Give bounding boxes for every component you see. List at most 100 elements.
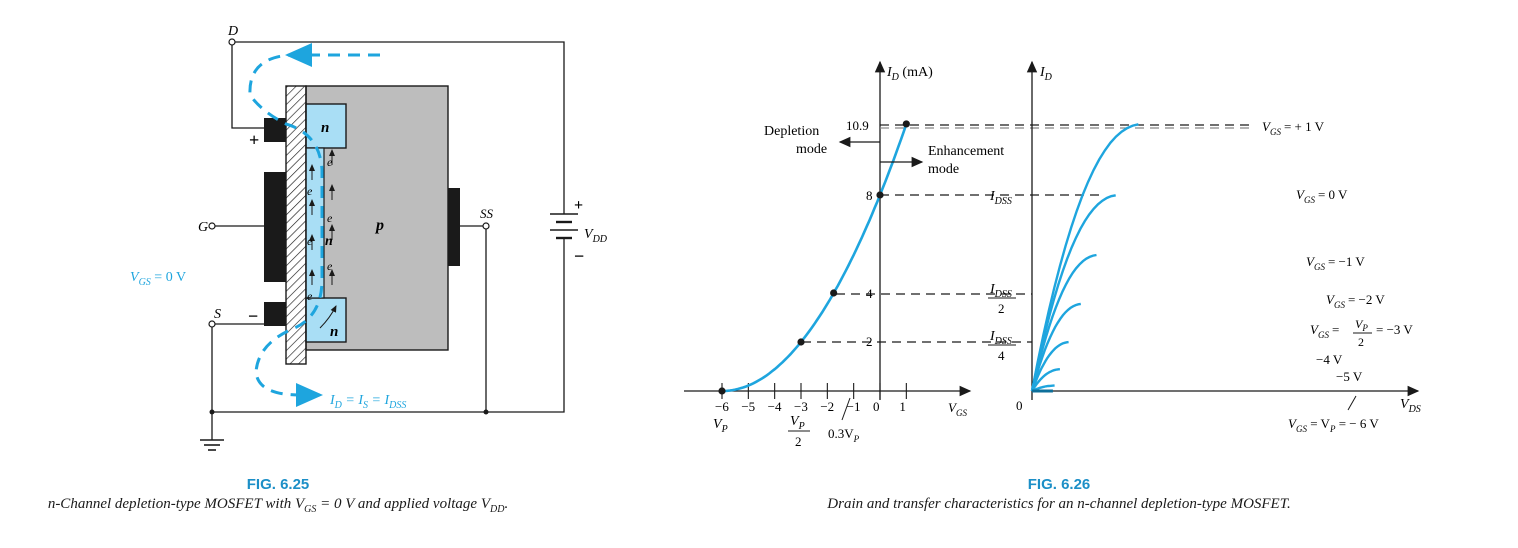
transfer-ticks [721,383,907,399]
vp-label: VP [713,417,728,435]
transfer-x-label: VGS [948,400,967,418]
transfer-point [876,191,884,199]
mosfet-diagram: D G S SS n n n p e e e e e e + − + − VDD… [130,24,608,451]
drain-curve-vgs-1 [1030,123,1139,392]
enhancement-mode-label: mode [928,162,959,177]
enhancement-label: Enhancement [928,144,1004,159]
id-equation-label: ID = IS = IDSS [329,393,406,411]
drain-terminal [228,38,236,46]
x-tick-label: −3 [794,399,808,414]
drain-curves [1030,123,1139,393]
electron-label: e [327,155,333,169]
electron-label: e [307,289,313,303]
drain-y-label: ID [1039,65,1053,83]
drain-x-label: VDS [1400,397,1421,415]
idss-label: IDSS [989,189,1012,207]
x-tick-label: −4 [768,399,782,414]
x-tick-label: −1 [847,399,861,414]
drain-curve-vgs--1 [1030,253,1097,392]
depletion-label: Depletion [764,124,819,139]
x-tick-label: 0 [873,399,880,414]
svg-text:2: 2 [795,434,802,449]
svg-text:VP: VP [1355,317,1368,333]
transfer-y-label: ID (mA) [886,65,933,83]
svg-text:IDSS: IDSS [989,329,1012,347]
electron-label: e [327,211,333,225]
label-s: S [214,307,221,322]
x-tick-label: −2 [820,399,834,414]
curve-label-minus4: −4 V [1316,352,1343,367]
label-g: G [198,220,208,235]
y-tick-10-9: 10.9 [846,118,869,133]
projection-lines [802,124,1255,343]
electron-label: e [307,184,313,198]
svg-text:VP: VP [790,414,805,432]
label-n-bottom: n [330,324,338,340]
transfer-point [830,289,838,297]
drain-curve-vgs-0 [1030,194,1116,392]
svg-text:2: 2 [1358,335,1364,349]
label-n-channel: n [325,234,333,249]
idss-quarter-label: IDSS 4 [988,329,1016,363]
x-tick-label: −6 [715,399,729,414]
transfer-characteristic: −6 −5 −4 −3 −2 −1 0 1 10.9 8 4 2 ID (mA) VGS VP… [684,60,1255,449]
curve-label-plus1: VGS = + 1 V [1262,119,1325,137]
label-d: D [227,24,238,39]
vp-half-label: VP 2 [788,414,810,449]
svg-text:4: 4 [998,348,1005,363]
vdd-minus: − [574,246,584,266]
n-region-bottom [305,297,347,343]
battery-icon [550,213,578,246]
gate-contact [264,172,286,282]
ground-icon [200,439,224,451]
curve-label-minus2: VGS = −2 V [1326,292,1385,310]
transfer-point [902,120,910,128]
n-region-top [305,103,347,149]
fig26-title: FIG. 6.26 [1027,476,1091,493]
label-p: p [374,217,384,234]
depletion-mode-label: mode [796,142,827,157]
substrate-contact [448,188,460,266]
y-tick-8: 8 [866,188,873,203]
svg-text:IDSS: IDSS [989,282,1012,300]
svg-text:2: 2 [998,301,1005,316]
curve-label-minus6: VGS = VP = − 6 V [1288,416,1379,434]
transfer-x-tick-labels: −6 −5 −4 −3 −2 −1 0 1 [715,399,906,414]
y-tick-2: 2 [866,334,873,349]
vdd-label: VDD [584,227,608,245]
svg-text:VGS=: VGS = [1310,322,1339,340]
drain-contact [264,118,286,142]
fig26-caption: Drain and transfer characteristics for a… [827,496,1291,512]
source-contact [264,302,286,326]
drain-origin: 0 [1016,398,1023,413]
vgs-zero-label: VGS = 0 V [130,270,186,288]
drain-curve-vgs--3 [1030,340,1069,392]
drain-curve-vgs--2 [1030,302,1081,392]
drain-curve-vgs--5 [1031,384,1055,393]
transfer-points [718,120,910,395]
x-tick-label: −5 [741,399,755,414]
electron-label: e [327,259,333,273]
curve-label-minus3: VGS = VP 2 = −3 V [1310,317,1413,349]
idss-half-label: IDSS 2 [988,282,1016,316]
vp-03-label: 0.3VP [828,426,860,444]
curve-label-minus5: −5 V [1336,369,1363,384]
drain-curve-vgs--4 [1030,368,1060,392]
curve-label-minus1: VGS = −1 V [1306,254,1365,272]
drain-characteristic: ID VDS 0 VGS = + 1 V VGS = 0 V VGS = −1 V V… [1016,60,1421,434]
source-terminal [208,320,216,328]
transfer-curve [721,123,908,393]
y-tick-4: 4 [866,286,873,301]
label-n-top: n [321,120,329,136]
vdd-plus: + [574,197,583,214]
fig25-title: FIG. 6.25 [246,476,310,493]
curve-label-0: VGS = 0 V [1296,187,1348,205]
label-ss: SS [480,206,494,221]
svg-text:= −3 V: = −3 V [1376,322,1413,337]
plus-sign: + [249,130,259,150]
ss-terminal [482,222,490,230]
electron-label: e [307,234,313,248]
transfer-point [718,387,726,395]
gate-terminal [208,222,216,230]
